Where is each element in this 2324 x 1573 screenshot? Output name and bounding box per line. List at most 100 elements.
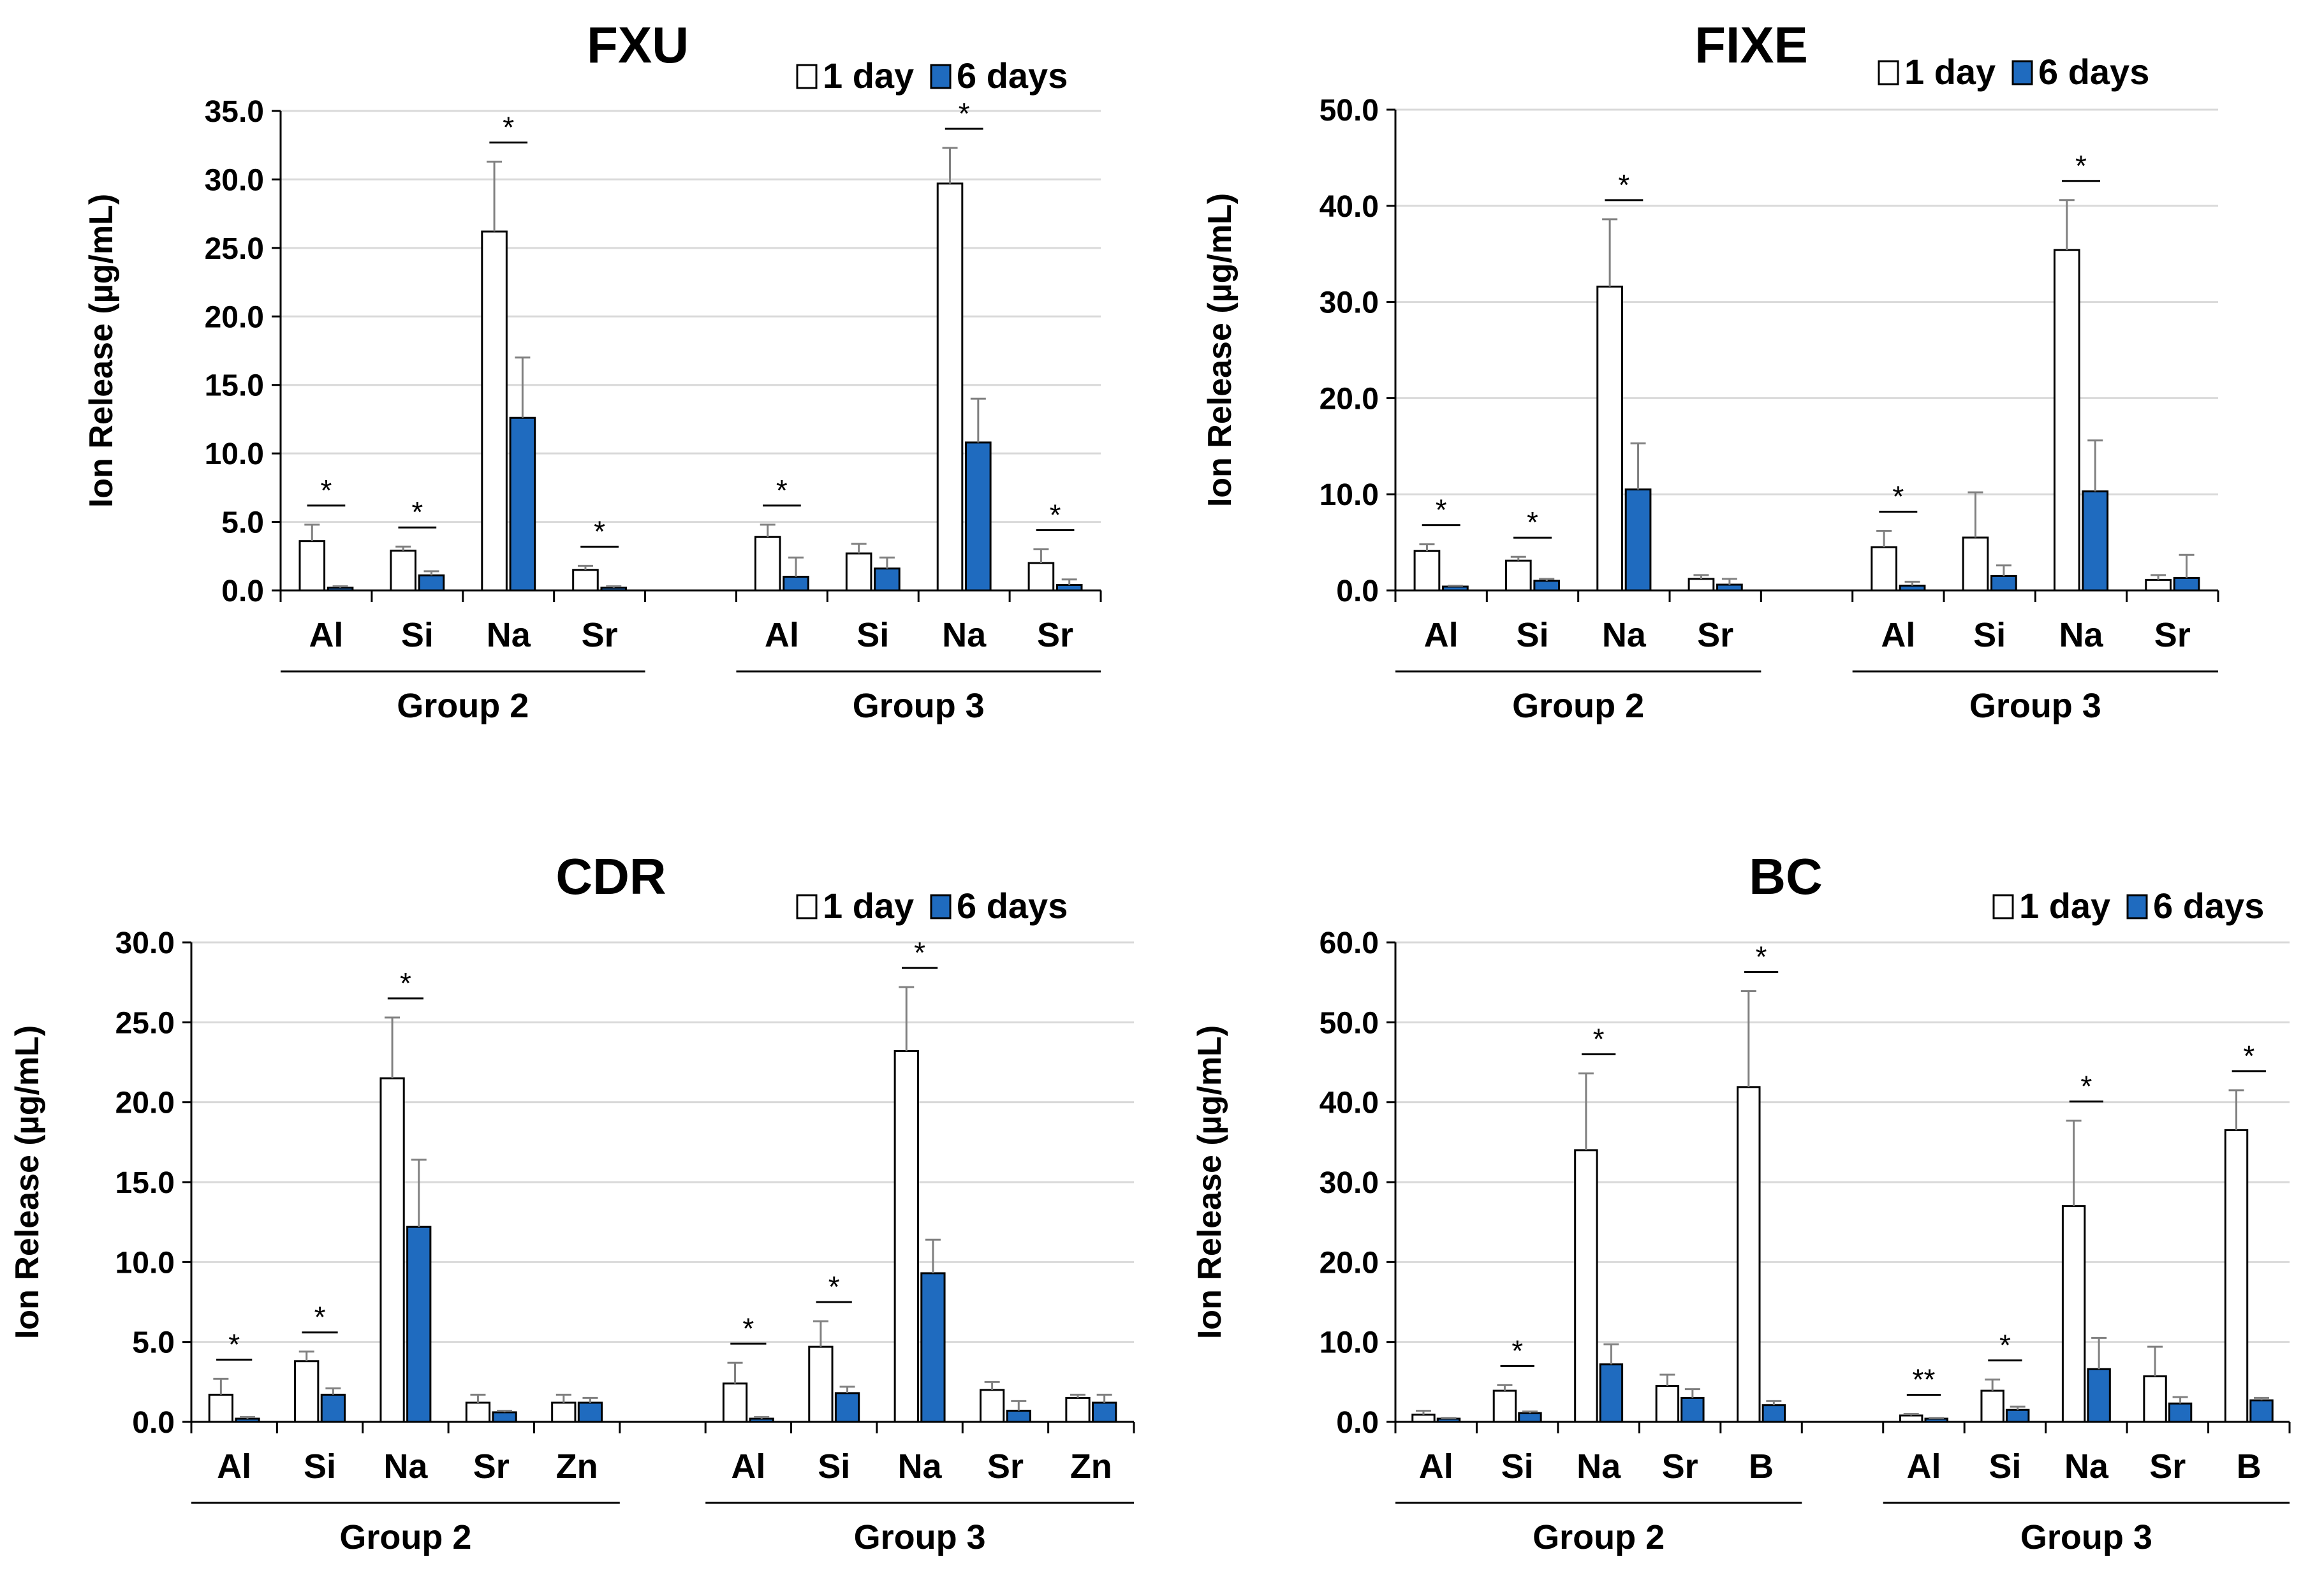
bar-1-day <box>481 230 508 592</box>
x-category-label: B <box>1749 1447 1774 1486</box>
bar-1-day <box>298 540 326 592</box>
significance-marker: * <box>2080 1069 2092 1102</box>
bar-1-day <box>551 1401 577 1423</box>
x-category-label: Al <box>731 1447 765 1486</box>
y-tick-label: 10.0 <box>1320 478 1379 512</box>
significance-marker: * <box>1436 494 1447 527</box>
bar-1-day <box>1065 1396 1091 1423</box>
y-tick-label: 10.0 <box>205 437 264 471</box>
legend-swatch-1-day <box>1992 894 2014 919</box>
y-tick-label: 10.0 <box>115 1246 175 1280</box>
legend-label-1-day: 1 day <box>1904 52 1996 92</box>
significance-marker: * <box>2075 149 2087 182</box>
cdr-panel: CDR 0.0 5.0 10.0 15.0 20.0 25.0 30.0 Ion Release… <box>9 848 1135 1556</box>
y-tick-label: 20.0 <box>205 300 264 334</box>
bar-1-day <box>1737 1086 1761 1423</box>
group-label: Group 2 <box>339 1518 471 1556</box>
y-tick-label: 50.0 <box>1320 94 1379 128</box>
y-tick-label: 0.0 <box>1336 1406 1379 1440</box>
x-category-label: Sr <box>2154 616 2191 654</box>
group-label: Group 2 <box>1512 687 1644 725</box>
bar-1-day <box>208 1393 233 1423</box>
x-category-label: Si <box>818 1447 850 1486</box>
significance-marker: * <box>503 110 514 143</box>
bar-6-days <box>320 1393 346 1423</box>
x-category-label: Sr <box>1037 616 1073 654</box>
y-tick-label: 10.0 <box>1320 1326 1379 1360</box>
bar-1-day <box>2224 1129 2249 1423</box>
legend-label-6-days: 6 days <box>2153 886 2264 926</box>
x-category-label: Sr <box>582 616 618 654</box>
y-tick-label: 5.0 <box>221 506 264 540</box>
significance-marker: * <box>1618 168 1629 201</box>
bar-6-days <box>874 567 901 592</box>
bar-1-day <box>2143 1375 2167 1423</box>
x-category-label: Sr <box>987 1447 1024 1486</box>
legend-label-6-days: 6 days <box>2038 52 2149 92</box>
bar-1-day <box>1962 536 1989 592</box>
x-category-label: Al <box>1881 616 1915 654</box>
x-category-label: Na <box>898 1447 943 1486</box>
significance-marker: ** <box>1913 1363 1936 1396</box>
legend-swatch-6-days <box>930 894 952 919</box>
significance-marker: * <box>228 1328 240 1361</box>
bar-6-days <box>600 587 628 592</box>
x-category-label: Al <box>765 616 799 654</box>
bar-6-days <box>1924 1417 1948 1423</box>
bar-6-days <box>1716 583 1743 592</box>
group-label: Group 3 <box>853 687 985 725</box>
x-category-label: Si <box>1989 1447 2021 1486</box>
significance-marker: * <box>1511 1334 1523 1367</box>
y-axis-label: Ion Release (µg/mL) <box>9 1025 46 1339</box>
bar-1-day <box>808 1345 834 1423</box>
bar-6-days <box>577 1401 603 1423</box>
x-category-label: Zn <box>556 1447 598 1486</box>
x-category-label: Na <box>1577 1447 1621 1486</box>
x-category-label: Si <box>857 616 889 654</box>
x-category-label: Sr <box>1697 616 1733 654</box>
bar-6-days <box>406 1225 432 1423</box>
significance-marker: * <box>1527 506 1538 539</box>
bar-1-day <box>1899 1414 1923 1423</box>
fxu-panel: FXU 0.0 5.0 10.0 15.0 20.0 25.0 30.0 35.0 Ion Rel… <box>83 17 1102 725</box>
y-tick-label: 50.0 <box>1320 1006 1379 1040</box>
bar-1-day <box>1655 1385 1680 1423</box>
bar-1-day <box>465 1401 491 1423</box>
bar-1-day <box>1027 562 1055 592</box>
x-category-label: Si <box>1973 616 2006 654</box>
x-category-label: Al <box>217 1447 251 1486</box>
legend-swatch-1-day <box>1878 60 1899 85</box>
y-axis-label: Ion Release (µg/mL) <box>83 194 120 508</box>
bar-1-day <box>1492 1389 1517 1423</box>
bar-1-day <box>390 550 416 592</box>
significance-marker: * <box>2243 1039 2254 1072</box>
significance-marker: * <box>914 936 925 969</box>
significance-marker: * <box>1593 1023 1605 1056</box>
bar-6-days <box>1092 1401 1117 1423</box>
y-tick-label: 0.0 <box>221 574 264 608</box>
y-tick-label: 15.0 <box>205 369 264 403</box>
legend-label-6-days: 6 days <box>957 886 1068 926</box>
legend-swatch-1-day <box>796 64 818 89</box>
x-category-label: Na <box>383 1447 428 1486</box>
bar-6-days <box>1599 1363 1624 1423</box>
y-tick-label: 20.0 <box>1320 1246 1379 1280</box>
bar-1-day <box>754 536 781 592</box>
chart-title: FIXE <box>1695 17 1808 73</box>
y-tick-label: 60.0 <box>1320 926 1379 960</box>
bar-6-days <box>783 576 809 592</box>
significance-marker: * <box>959 97 970 130</box>
x-category-label: Na <box>2059 616 2103 654</box>
bar-6-days <box>1055 583 1083 592</box>
y-tick-label: 20.0 <box>1320 382 1379 416</box>
x-category-label: Na <box>2064 1447 2109 1486</box>
group-label: Group 3 <box>1969 687 2101 725</box>
significance-marker: * <box>314 1301 326 1334</box>
x-category-label: Si <box>1501 1447 1534 1486</box>
bar-1-day <box>1980 1389 2004 1423</box>
bar-6-days <box>2173 576 2200 592</box>
legend-label-1-day: 1 day <box>2019 886 2110 926</box>
y-tick-label: 30.0 <box>1320 286 1379 320</box>
bar-6-days <box>2168 1402 2193 1423</box>
bar-1-day <box>1871 546 1897 592</box>
